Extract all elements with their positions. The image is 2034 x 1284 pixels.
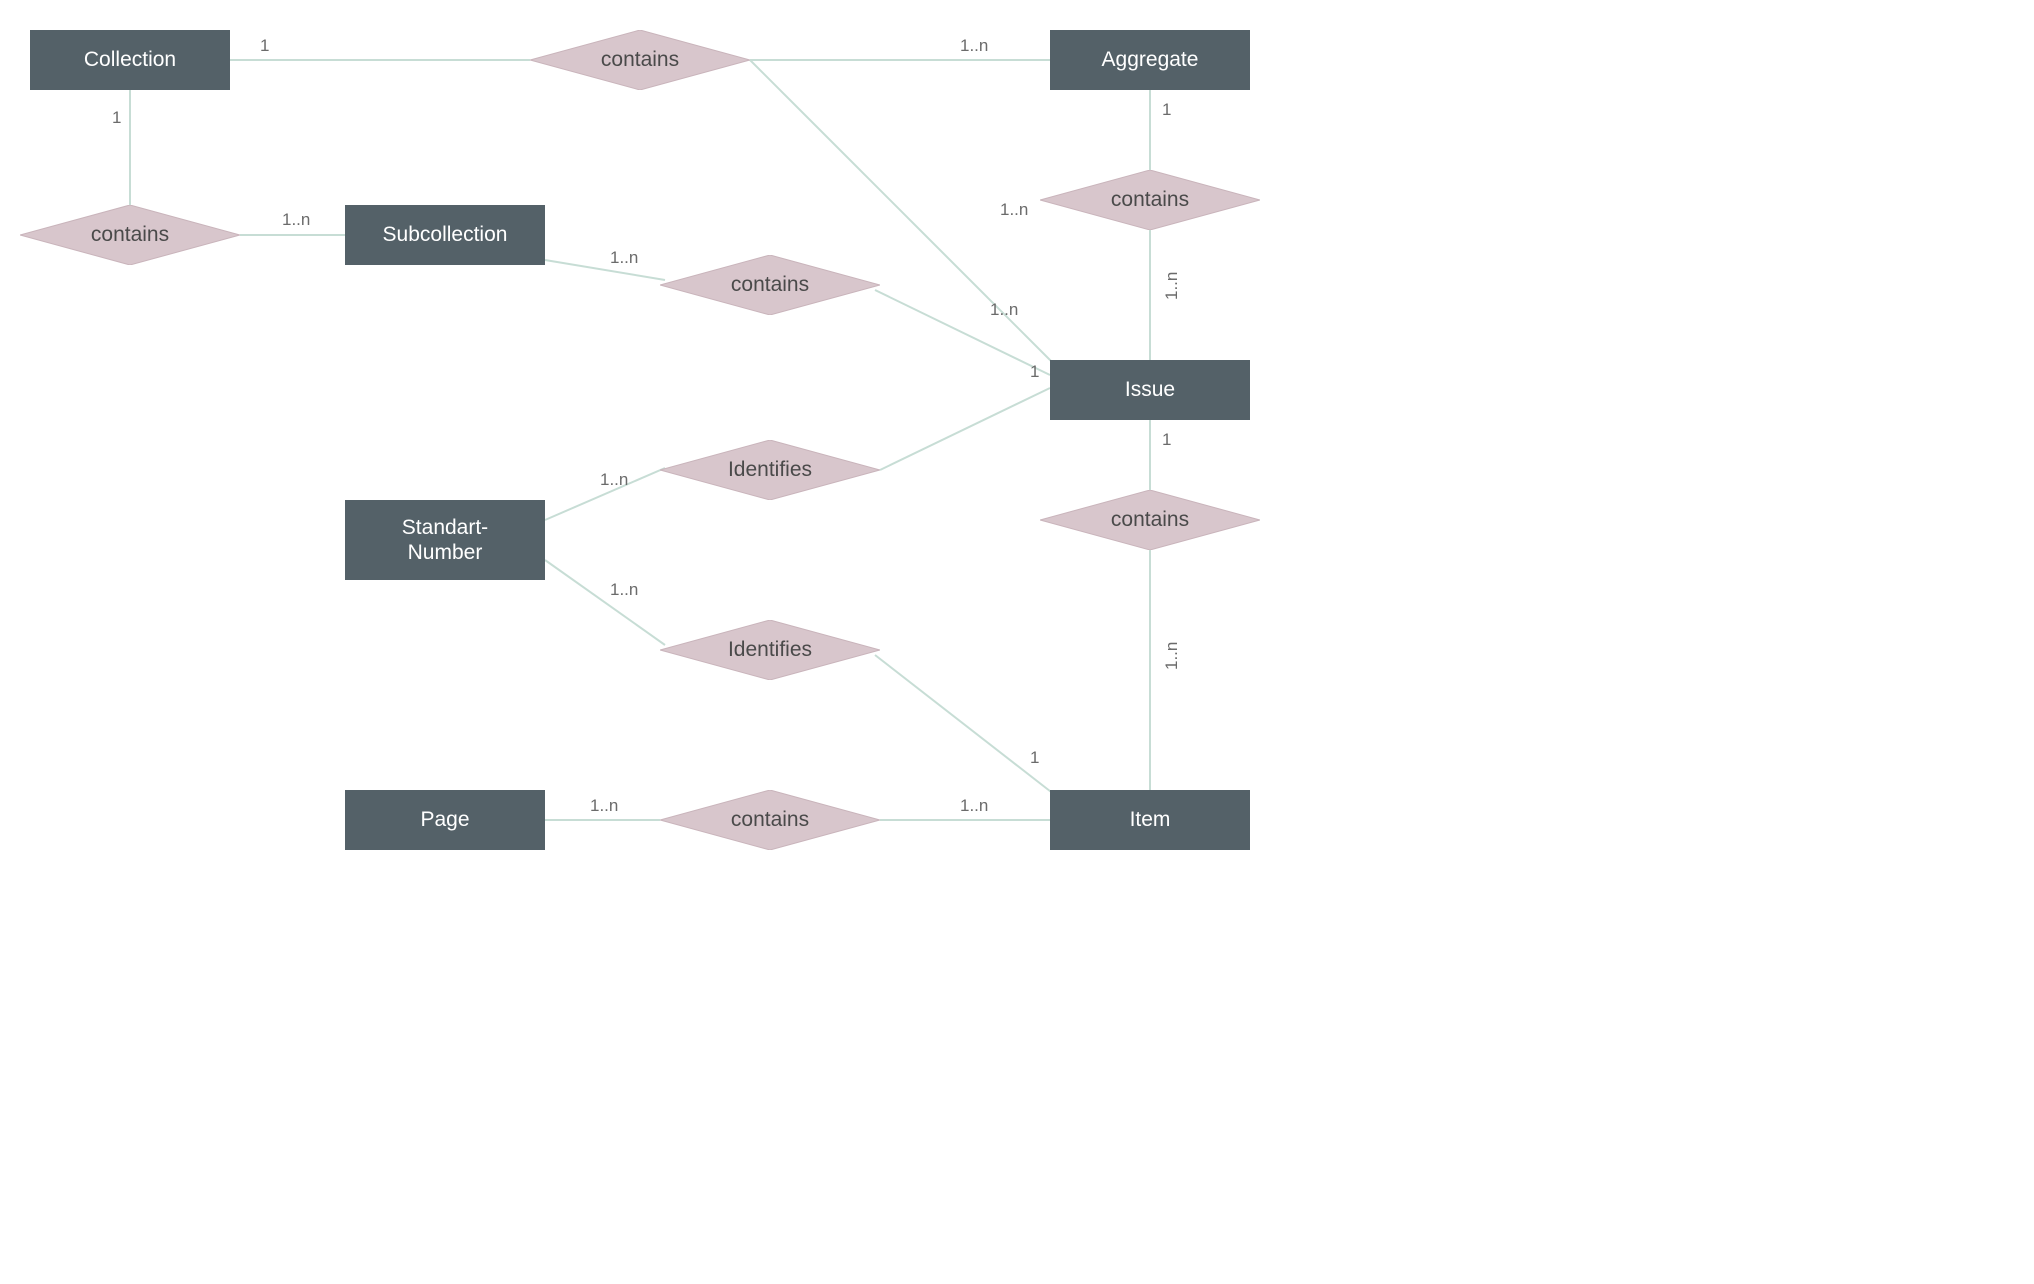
entity-aggregate: Aggregate [1050,30,1250,90]
relationship-r1: contains [530,30,750,90]
relationship-r5: Identifies [660,440,880,500]
relationship-r7: Identifies [660,620,880,680]
relationship-r8: contains [660,790,880,850]
cardinality-label: 1..n [1162,272,1182,300]
cardinality-label: 1..n [590,796,618,816]
relationship-label: contains [660,790,880,850]
entity-subcollection: Subcollection [345,205,545,265]
entity-item: Item [1050,790,1250,850]
cardinality-label: 1 [260,36,269,56]
cardinality-label: 1..n [610,580,638,600]
edge [545,260,665,280]
er-diagram: Collection Aggregate Subcollection Issue Sta… [0,0,1480,940]
relationship-label: contains [660,255,880,315]
entity-standart: Standart- Number [345,500,545,580]
relationship-label: contains [20,205,240,265]
entity-issue: Issue [1050,360,1250,420]
cardinality-label: 1..n [600,470,628,490]
relationship-r3: contains [20,205,240,265]
cardinality-label: 1 [1030,362,1039,382]
relationship-label: contains [530,30,750,90]
cardinality-label: 1..n [610,248,638,268]
edge [545,560,665,645]
cardinality-label: 1..n [960,796,988,816]
relationship-r6: contains [1040,490,1260,550]
cardinality-label: 1 [1162,430,1171,450]
edge [875,290,1050,375]
entity-page: Page [345,790,545,850]
entity-collection: Collection [30,30,230,90]
edge [880,388,1050,470]
relationship-label: Identifies [660,440,880,500]
relationship-r2: contains [1040,170,1260,230]
edge [875,655,1055,795]
cardinality-label: 1..n [1000,200,1028,220]
cardinality-label: 1 [112,108,121,128]
relationship-label: Identifies [660,620,880,680]
relationship-label: contains [1040,170,1260,230]
relationship-r4: contains [660,255,880,315]
cardinality-label: 1 [1030,748,1039,768]
cardinality-label: 1..n [960,36,988,56]
cardinality-label: 1..n [990,300,1018,320]
relationship-label: contains [1040,490,1260,550]
cardinality-label: 1..n [1162,642,1182,670]
cardinality-label: 1 [1162,100,1171,120]
cardinality-label: 1..n [282,210,310,230]
